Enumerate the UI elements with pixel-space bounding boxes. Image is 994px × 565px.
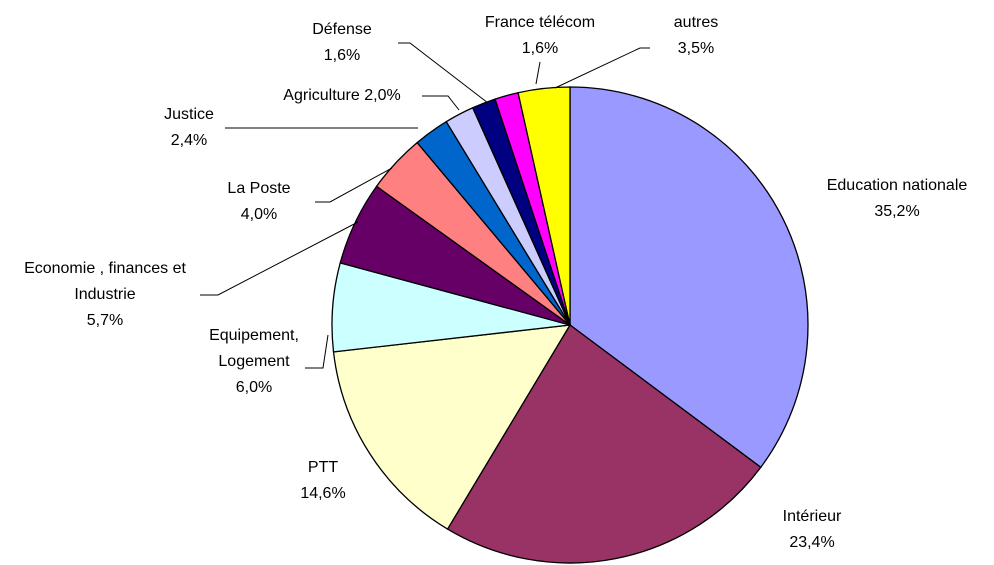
category-label: Défense bbox=[312, 21, 372, 38]
category-label: La Poste bbox=[227, 180, 291, 197]
leader-line bbox=[315, 167, 393, 203]
category-label: Education nationale bbox=[826, 177, 968, 194]
category-label: Agriculture bbox=[283, 87, 360, 104]
category-label: Intérieur bbox=[782, 508, 842, 525]
category-label: PTT bbox=[307, 459, 339, 476]
leader-line bbox=[535, 61, 541, 85]
slice-label: autres 3,5% bbox=[656, 10, 736, 62]
category-label: France télécom bbox=[484, 14, 596, 31]
value-label: 6,0% bbox=[235, 379, 273, 396]
slice-label: Economie , finances et Industrie 5,7% bbox=[20, 256, 190, 334]
category-label: Equipement, Logement bbox=[209, 327, 299, 370]
pie-slice bbox=[569, 86, 809, 469]
slice-label: Education nationale 35,2% bbox=[787, 173, 994, 225]
leader-line bbox=[305, 334, 329, 369]
category-label: autres bbox=[673, 14, 719, 31]
slice-label: PTT 14,6% bbox=[283, 455, 363, 507]
value-label: 1,6% bbox=[323, 47, 361, 64]
pie-slice bbox=[332, 324, 572, 530]
pie-slice bbox=[517, 86, 571, 326]
value-label: 3,5% bbox=[677, 40, 715, 57]
leader-line bbox=[398, 42, 489, 104]
slice-label: Agriculture 2,0% bbox=[283, 83, 400, 109]
value-label: 35,2% bbox=[874, 203, 920, 220]
value-label: 2,0% bbox=[364, 87, 401, 104]
category-label: Justice bbox=[164, 106, 214, 123]
value-label: 4,0% bbox=[240, 206, 278, 223]
slice-label: La Poste 4,0% bbox=[209, 176, 309, 228]
slice-label: France télécom 1,6% bbox=[465, 10, 615, 62]
category-label: Economie , finances et Industrie bbox=[24, 260, 186, 303]
leader-line bbox=[422, 95, 460, 111]
slice-label: Equipement, Logement 6,0% bbox=[199, 323, 309, 401]
slice-label: Intérieur 23,4% bbox=[752, 504, 872, 556]
leader-line bbox=[200, 221, 359, 296]
value-label: 23,4% bbox=[789, 534, 835, 551]
pie-slice bbox=[446, 324, 762, 564]
slice-label: Défense 1,6% bbox=[292, 17, 392, 69]
value-label: 1,6% bbox=[521, 40, 559, 57]
value-label: 2,4% bbox=[170, 132, 208, 149]
leader-line bbox=[554, 47, 650, 89]
value-label: 5,7% bbox=[86, 312, 124, 329]
slice-label: Justice 2,4% bbox=[149, 102, 229, 154]
value-label: 14,6% bbox=[300, 485, 346, 502]
